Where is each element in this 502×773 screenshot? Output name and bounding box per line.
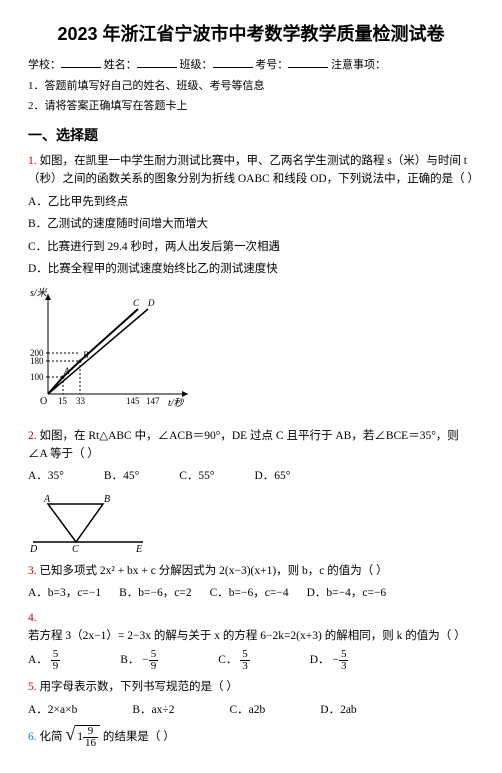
section-title: 一、选择题 <box>28 126 474 148</box>
svg-text:B: B <box>83 350 89 360</box>
svg-text:145: 145 <box>126 396 140 406</box>
q1-text: 如图，在凯里一中学生耐力测试比赛中，甲、乙两名学生测试的路程 s（米）与时间 t… <box>28 155 479 185</box>
q1-optA: A．乙比甲先到终点 <box>28 193 474 211</box>
q4-optD: D． −53 <box>310 649 349 672</box>
svg-text:33: 33 <box>76 396 86 406</box>
question-6: 6. 化简 √ 1916 的结果是（ ） <box>28 725 474 749</box>
q1-num: 1. <box>28 155 37 167</box>
q4-num: 4. <box>28 612 37 624</box>
q5-options: A．2×a×b B．ax÷2 C．a2b D．2ab <box>28 701 474 719</box>
info-row: 学校： 姓名： 班级： 考号： 注意事项： <box>28 57 474 75</box>
svg-text:147: 147 <box>146 396 160 406</box>
q6-num: 6. <box>28 731 37 743</box>
q2-optB: B．45° <box>104 467 139 485</box>
name-label: 姓名： <box>104 57 137 75</box>
svg-text:E: E <box>135 544 142 552</box>
q1-optB: B．乙测试的速度随时间增大而增大 <box>28 215 474 233</box>
question-2: 2. 如图，在 Rt△ABC 中，∠ACB＝90°，DE 过点 C 且平行于 A… <box>28 427 474 464</box>
question-1: 1. 如图，在凯里一中学生耐力测试比赛中，甲、乙两名学生测试的路程 s（米）与时… <box>28 152 474 189</box>
q3-optA: A．b=3，c=−1 <box>28 584 101 602</box>
q3-optB: B．b=−6，c=2 <box>119 584 191 602</box>
q3-optD: D．b=−4，c=−6 <box>307 584 387 602</box>
q4-options: A． 59 B． −59 C． 53 D． −53 <box>28 649 474 672</box>
examno-label: 考号： <box>255 57 288 75</box>
q4-text: 若方程 3（2x−1）= 2−3x 的解与关于 x 的方程 6−2k=2(x+3… <box>28 630 466 642</box>
q4-optC: C． 53 <box>218 649 250 672</box>
q4-optB: B． −59 <box>120 649 158 672</box>
svg-text:200: 200 <box>30 348 44 358</box>
q5-optD: D．2ab <box>320 701 356 719</box>
q5-optA: A．2×a×b <box>28 701 77 719</box>
notes-label: 注意事项： <box>331 57 386 75</box>
svg-text:100: 100 <box>30 372 44 382</box>
svg-text:D: D <box>29 544 38 552</box>
question-4: 4. 若方程 3（2x−1）= 2−3x 的解与关于 x 的方程 6−2k=2(… <box>28 609 474 646</box>
q4-optA: A． 59 <box>28 649 60 672</box>
q5-num: 5. <box>28 681 37 693</box>
svg-text:A: A <box>43 494 51 505</box>
question-3: 3. 已知多项式 2x² + bx + c 分解因式为 2(x−3)(x+1)，… <box>28 562 474 580</box>
svg-text:A: A <box>63 366 70 376</box>
q1-optD: D．比赛全程甲的测试速度始终比乙的测试速度快 <box>28 260 474 278</box>
q2-num: 2. <box>28 430 37 442</box>
q6-sqrt: √ 1916 <box>65 725 100 749</box>
q2-optA: A．35° <box>28 467 64 485</box>
q5-text: 用字母表示数，下列书写规范的是（ ） <box>40 681 238 693</box>
q2-diagram: A B C D E <box>28 492 474 558</box>
q6-text-pre: 化简 <box>40 731 63 743</box>
svg-text:B: B <box>104 494 110 505</box>
svg-text:C: C <box>133 298 140 308</box>
instruction-1: 1．答题前填写好自己的姓名、班级、考号等信息 <box>28 78 474 96</box>
school-label: 学校： <box>28 57 61 75</box>
q3-optC: C．b=−6，c=−4 <box>210 584 289 602</box>
svg-text:15: 15 <box>58 396 68 406</box>
q5-optC: C．a2b <box>229 701 265 719</box>
q3-text: 已知多项式 2x² + bx + c 分解因式为 2(x−3)(x+1)，则 b… <box>40 565 388 577</box>
x-axis-label: t/秒 <box>168 397 185 409</box>
q2-optC: C．55° <box>179 467 214 485</box>
y-axis-label: s/米 <box>30 287 48 299</box>
class-label: 班级： <box>180 57 213 75</box>
q2-text: 如图，在 Rt△ABC 中，∠ACB＝90°，DE 过点 C 且平行于 AB，若… <box>28 430 459 460</box>
svg-text:D: D <box>147 298 155 308</box>
q2-optD: D．65° <box>254 467 290 485</box>
q1-chart: s/米 t/秒 O 100 180 200 15 33 145 147 A B … <box>28 284 474 420</box>
instruction-2: 2．请将答案正确填写在答题卡上 <box>28 98 474 116</box>
q6-text-post: 的结果是（ ） <box>103 731 175 743</box>
exam-title: 2023 年浙江省宁波市中考数学教学质量检测试卷 <box>28 20 474 49</box>
q5-optB: B．ax÷2 <box>132 701 174 719</box>
q2-options: A．35° B．45° C．55° D．65° <box>28 467 474 485</box>
question-5: 5. 用字母表示数，下列书写规范的是（ ） <box>28 678 474 696</box>
q1-optC: C．比赛进行到 29.4 秒时，两人出发后第一次相遇 <box>28 238 474 256</box>
svg-text:C: C <box>72 544 79 552</box>
q3-num: 3. <box>28 565 37 577</box>
svg-text:O: O <box>40 396 47 407</box>
q3-options: A．b=3，c=−1 B．b=−6，c=2 C．b=−6，c=−4 D．b=−4… <box>28 584 474 602</box>
